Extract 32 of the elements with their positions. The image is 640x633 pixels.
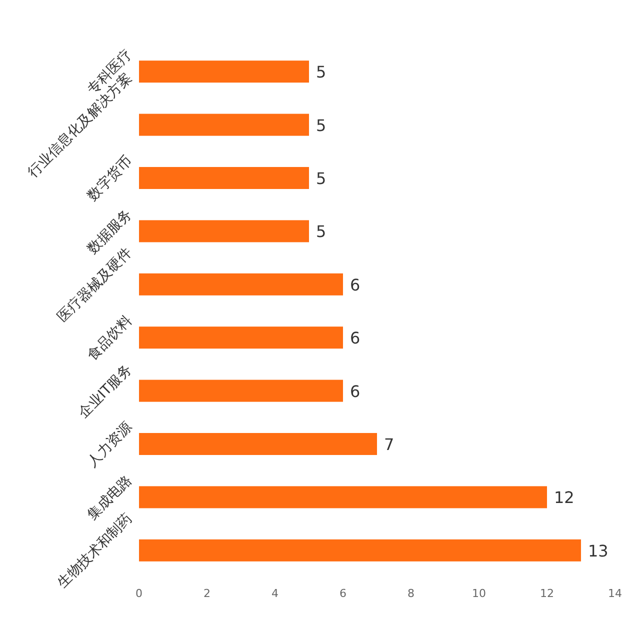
data-label: 5 bbox=[316, 62, 326, 82]
y-tick-label: 食品饮料 bbox=[84, 312, 136, 364]
x-tick-label: 10 bbox=[472, 587, 486, 600]
data-label: 5 bbox=[316, 169, 326, 188]
data-label: 6 bbox=[350, 382, 360, 401]
bar bbox=[139, 433, 377, 455]
bar bbox=[139, 167, 309, 189]
data-label: 6 bbox=[350, 275, 360, 294]
data-label: 6 bbox=[350, 328, 360, 348]
x-tick-label: 12 bbox=[540, 587, 554, 600]
data-label: 7 bbox=[384, 435, 394, 454]
data-label: 5 bbox=[316, 222, 326, 242]
data-label: 13 bbox=[588, 541, 608, 560]
bar bbox=[139, 220, 309, 242]
x-tick-label: 4 bbox=[272, 587, 278, 600]
data-label: 12 bbox=[554, 488, 574, 508]
bar bbox=[139, 326, 343, 349]
bar bbox=[139, 380, 343, 402]
bar bbox=[139, 486, 547, 508]
bar bbox=[139, 539, 581, 562]
bar bbox=[139, 273, 343, 296]
y-tick-label: 企业IT服务 bbox=[75, 362, 136, 422]
bar bbox=[139, 114, 309, 136]
y-tick-label: 数字货币 bbox=[84, 153, 136, 204]
bar bbox=[139, 60, 309, 83]
x-tick-label: 8 bbox=[408, 587, 414, 600]
x-tick-label: 0 bbox=[136, 587, 142, 600]
x-tick-label: 6 bbox=[340, 587, 346, 600]
data-label: 5 bbox=[316, 116, 326, 135]
x-tick-label: 2 bbox=[204, 587, 210, 600]
x-tick-label: 14 bbox=[608, 587, 622, 600]
y-tick-label: 人力资源 bbox=[84, 419, 136, 470]
